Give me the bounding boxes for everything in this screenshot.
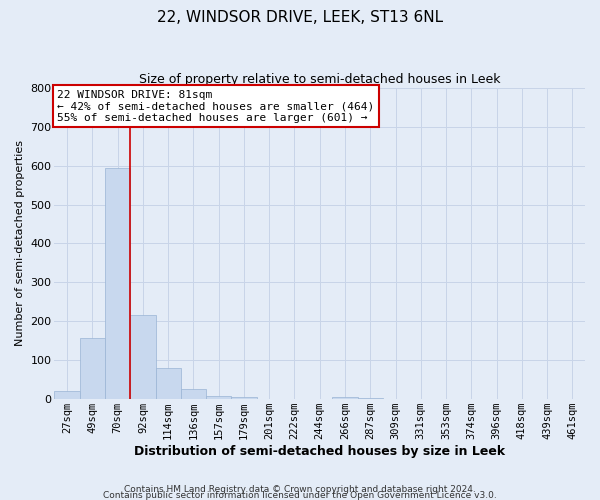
Title: Size of property relative to semi-detached houses in Leek: Size of property relative to semi-detach… xyxy=(139,72,500,86)
Text: 22, WINDSOR DRIVE, LEEK, ST13 6NL: 22, WINDSOR DRIVE, LEEK, ST13 6NL xyxy=(157,10,443,25)
X-axis label: Distribution of semi-detached houses by size in Leek: Distribution of semi-detached houses by … xyxy=(134,444,505,458)
Bar xyxy=(332,396,358,398)
Bar xyxy=(232,397,257,398)
Bar xyxy=(105,168,130,398)
Bar xyxy=(80,338,105,398)
Y-axis label: Number of semi-detached properties: Number of semi-detached properties xyxy=(15,140,25,346)
Text: Contains public sector information licensed under the Open Government Licence v3: Contains public sector information licen… xyxy=(103,490,497,500)
Text: Contains HM Land Registry data © Crown copyright and database right 2024.: Contains HM Land Registry data © Crown c… xyxy=(124,484,476,494)
Bar xyxy=(206,396,232,398)
Bar xyxy=(55,391,80,398)
Bar xyxy=(130,315,155,398)
Bar xyxy=(155,368,181,398)
Bar xyxy=(181,389,206,398)
Text: 22 WINDSOR DRIVE: 81sqm
← 42% of semi-detached houses are smaller (464)
55% of s: 22 WINDSOR DRIVE: 81sqm ← 42% of semi-de… xyxy=(57,90,374,123)
